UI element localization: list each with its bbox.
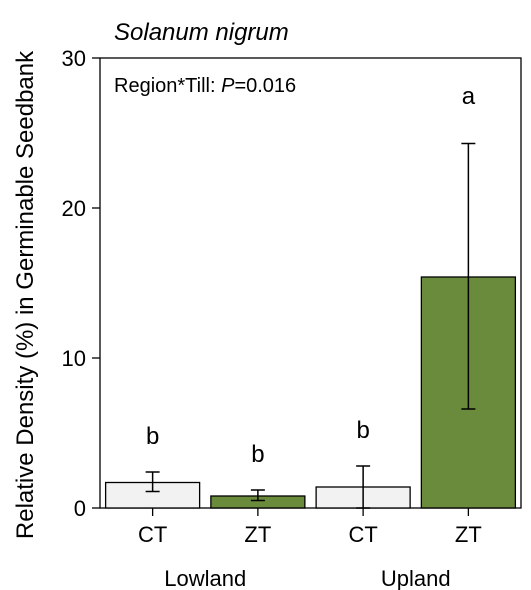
significance-letter: b xyxy=(356,417,369,444)
x-tick-label: CT xyxy=(138,522,167,547)
y-tick-label: 30 xyxy=(62,46,86,71)
annotation-p-symbol: P xyxy=(221,75,235,97)
significance-letter: a xyxy=(462,83,476,110)
significance-letter: b xyxy=(251,441,264,468)
x-tick-label: ZT xyxy=(455,522,482,547)
y-tick-label: 0 xyxy=(74,496,86,521)
group-label: Lowland xyxy=(164,566,246,590)
significance-annotation: Region*Till: P=0.016 xyxy=(114,75,296,97)
x-tick-label: CT xyxy=(348,522,377,547)
y-tick-label: 20 xyxy=(62,196,86,221)
plot-area: 0 10 20 30 b CT b ZT b CT a ZT Lowland Upland xyxy=(62,46,522,590)
group-label: Upland xyxy=(381,566,451,590)
chart-title: Solanum nigrum xyxy=(114,19,289,46)
annotation-prefix: Region*Till: xyxy=(114,75,221,97)
y-tick-label: 10 xyxy=(62,346,86,371)
x-tick-label: ZT xyxy=(244,522,271,547)
plot-frame xyxy=(99,57,522,509)
annotation-p-value: =0.016 xyxy=(234,75,296,97)
significance-letter: b xyxy=(146,423,159,450)
y-axis-label: Relative Density (%) in Germinable Seedb… xyxy=(12,50,39,539)
